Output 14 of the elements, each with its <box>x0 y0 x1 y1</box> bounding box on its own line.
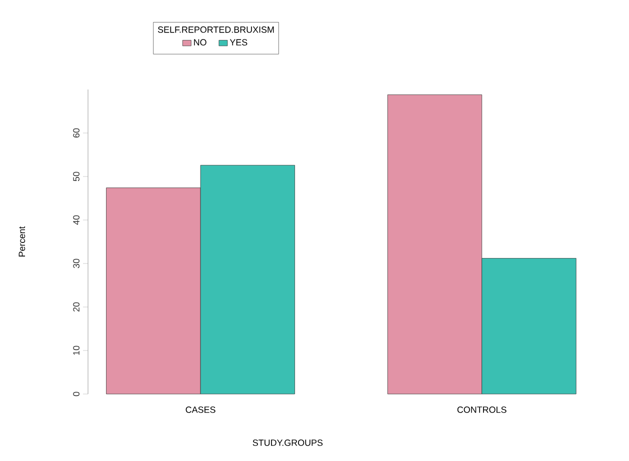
y-tick-label: 30 <box>73 258 80 268</box>
y-tick-label: 60 <box>73 128 80 138</box>
legend-title: SELF.REPORTED.BRUXISM <box>158 26 274 33</box>
y-axis-title: Percent <box>18 226 26 256</box>
y-tick-label: 10 <box>73 346 80 355</box>
x-tick-label: CASES <box>186 406 216 413</box>
y-tick-label: 0 <box>73 392 80 396</box>
legend-label: NO <box>194 39 206 46</box>
y-tick-label: 40 <box>73 215 80 225</box>
legend-label: YES <box>230 39 248 46</box>
x-axis-title: STUDY.GROUPS <box>252 440 323 446</box>
y-tick-label: 20 <box>73 302 80 312</box>
y-tick-label: 50 <box>73 172 80 182</box>
x-tick-label: CONTROLS <box>457 406 506 413</box>
